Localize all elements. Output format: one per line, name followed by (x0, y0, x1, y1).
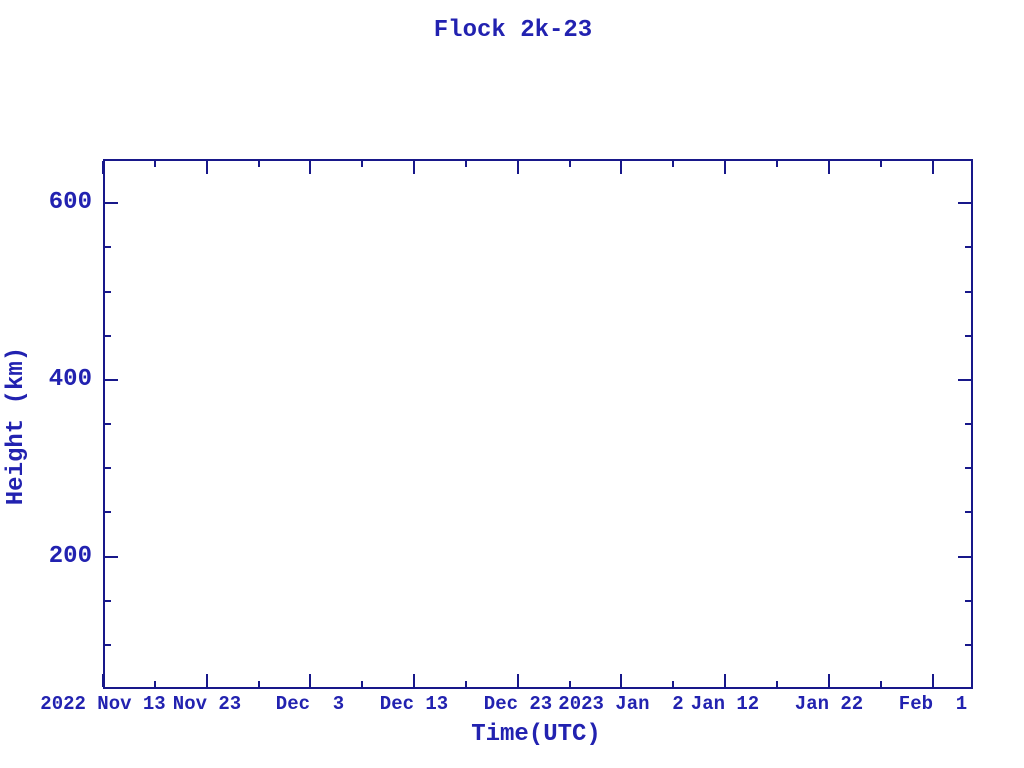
x-major-tick (309, 161, 311, 174)
x-major-tick (206, 674, 208, 687)
y-tick-label: 400 (48, 366, 92, 393)
x-tick-label: Nov 23 (172, 693, 242, 715)
x-tick-label: Jan 12 (690, 693, 760, 715)
x-minor-tick (776, 681, 778, 687)
y-minor-tick (105, 467, 111, 469)
y-major-tick (105, 379, 118, 381)
x-major-tick (413, 674, 415, 687)
x-tick-label: Dec 13 (379, 693, 449, 715)
y-major-tick (105, 202, 118, 204)
y-major-tick (105, 556, 118, 558)
x-minor-tick (465, 681, 467, 687)
x-tick-label: Dec 3 (275, 693, 345, 715)
chart-title: Flock 2k-23 (433, 17, 593, 44)
x-minor-tick (776, 161, 778, 167)
x-major-tick (413, 161, 415, 174)
y-axis-title: Height (km) (3, 346, 30, 506)
x-major-tick (309, 674, 311, 687)
y-minor-tick (965, 335, 971, 337)
x-minor-tick (361, 681, 363, 687)
plot-area (103, 159, 973, 689)
x-tick-label: 2022 Nov 13 (40, 693, 166, 715)
x-minor-tick (258, 161, 260, 167)
x-major-tick (828, 161, 830, 174)
x-major-tick (828, 674, 830, 687)
y-minor-tick (105, 291, 111, 293)
x-major-tick (102, 161, 104, 174)
y-minor-tick (965, 291, 971, 293)
y-minor-tick (965, 467, 971, 469)
y-major-tick (958, 556, 971, 558)
x-major-tick (517, 161, 519, 174)
x-major-tick (724, 161, 726, 174)
x-minor-tick (258, 681, 260, 687)
x-minor-tick (569, 161, 571, 167)
x-tick-label: Jan 22 (794, 693, 864, 715)
y-minor-tick (105, 423, 111, 425)
x-major-tick (206, 161, 208, 174)
x-major-tick (620, 674, 622, 687)
x-tick-label: Feb 1 (898, 693, 968, 715)
y-minor-tick (105, 600, 111, 602)
x-axis-title: Time(UTC) (471, 721, 601, 748)
x-minor-tick (672, 681, 674, 687)
y-minor-tick (965, 644, 971, 646)
y-minor-tick (965, 600, 971, 602)
x-minor-tick (672, 161, 674, 167)
y-minor-tick (105, 335, 111, 337)
y-minor-tick (965, 511, 971, 513)
x-major-tick (932, 674, 934, 687)
x-tick-label: 2023 Jan 2 (558, 693, 684, 715)
x-tick-label: Dec 23 (483, 693, 553, 715)
x-major-tick (932, 161, 934, 174)
y-tick-label: 200 (48, 543, 92, 570)
y-minor-tick (105, 246, 111, 248)
y-major-tick (958, 202, 971, 204)
y-minor-tick (105, 511, 111, 513)
x-minor-tick (880, 681, 882, 687)
x-minor-tick (361, 161, 363, 167)
y-minor-tick (105, 644, 111, 646)
x-minor-tick (465, 161, 467, 167)
x-major-tick (620, 161, 622, 174)
x-minor-tick (154, 681, 156, 687)
x-minor-tick (569, 681, 571, 687)
y-major-tick (958, 379, 971, 381)
x-minor-tick (880, 161, 882, 167)
x-major-tick (517, 674, 519, 687)
x-minor-tick (154, 161, 156, 167)
y-tick-label: 600 (48, 189, 92, 216)
x-major-tick (102, 674, 104, 687)
x-major-tick (724, 674, 726, 687)
y-minor-tick (965, 246, 971, 248)
y-minor-tick (965, 423, 971, 425)
